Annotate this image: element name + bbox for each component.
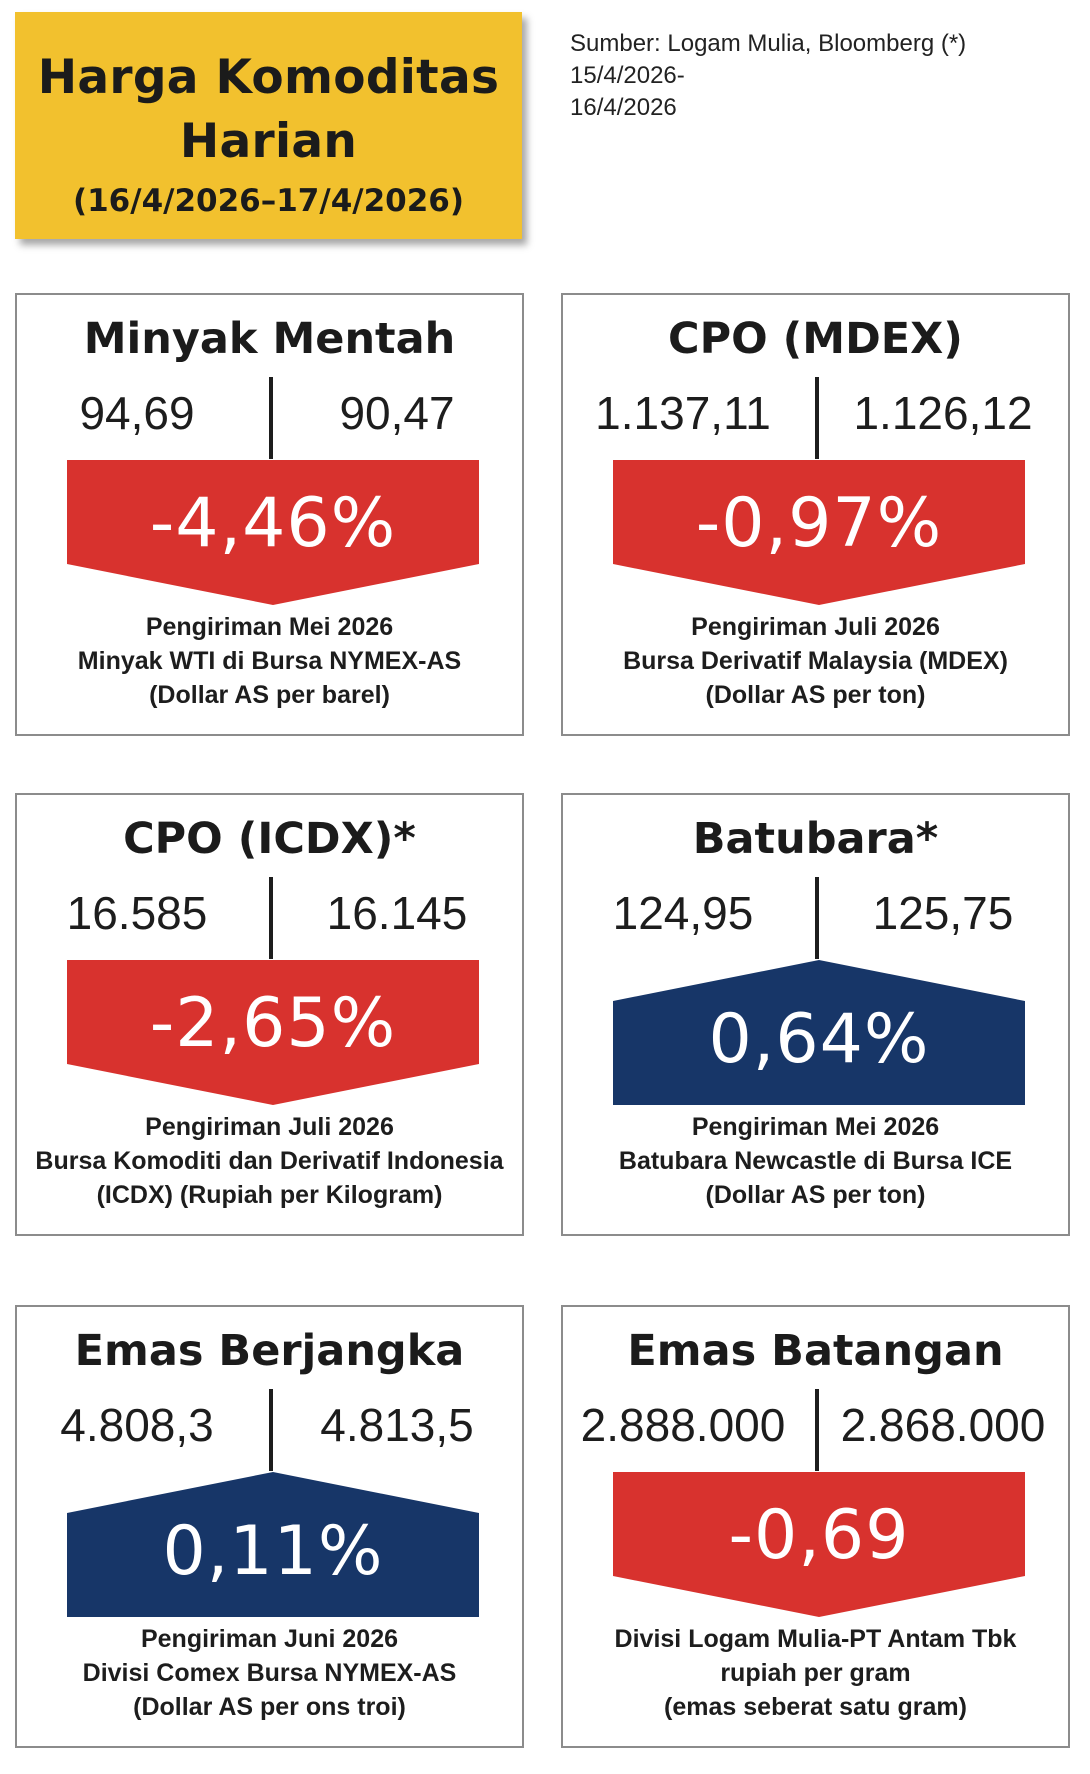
previous-price: 124,95 [612,887,754,939]
description-line: (ICDX) (Rupiah per Kilogram) [96,1181,443,1209]
commodity-description: Pengiriman Juni 2026 Divisi Comex Bursa N… [17,1622,522,1724]
previous-price: 94,69 [79,387,195,439]
change-arrow-shape [613,960,1025,1105]
change-arrow-shape [67,960,479,1105]
change-arrow-shape [613,1472,1025,1617]
description-line: Bursa Derivatif Malaysia (MDEX) [623,647,1008,675]
description-line: Pengiriman Juni 2026 [140,1625,399,1653]
commodity-description: Pengiriman Mei 2026 Batubara Newcastle di… [563,1110,1068,1212]
source-note: Sumber: Logam Mulia, Bloomberg (*) 15/4/… [570,28,1050,124]
commodity-title: CPO (ICDX)* [123,814,416,864]
price-divider [815,1389,819,1471]
down-arrow-icon: -0,97% [613,460,1025,605]
description-line: (Dollar AS per ton) [705,1181,926,1209]
card-batubara: Batubara* 124,95 125,75 0,64% Pengiriman Mei… [561,793,1070,1236]
commodity-title: Emas Batangan [627,1326,1004,1376]
date-range: (16/4/2026–17/4/2026) [72,183,465,219]
description-line: rupiah per gram [720,1659,911,1687]
price-divider [269,877,273,959]
up-arrow-icon: 0,11% [67,1472,479,1617]
current-price: 125,75 [872,887,1014,939]
current-price: 90,47 [339,387,455,439]
percent-change: -2,65% [149,984,397,1063]
description-line: Pengiriman Juli 2026 [691,613,940,641]
description-line: Pengiriman Juli 2026 [145,1113,394,1141]
price-divider [269,1389,273,1471]
page-title-line2: Harian [179,114,358,169]
percent-change: -0,69 [728,1496,910,1575]
commodity-description: Divisi Logam Mulia-PT Antam Tbk rupiah pe… [563,1622,1068,1724]
current-price: 2.868.000 [840,1399,1046,1451]
card-minyak-mentah: Minyak Mentah 94,69 90,47 -4,46% Pengiriman … [15,293,524,736]
previous-price: 2.888.000 [580,1399,786,1451]
source-line2: 16/4/2026 [570,94,677,121]
card-cpo-mdex: CPO (MDEX) 1.137,11 1.126,12 -0,97% Pengirim… [561,293,1070,736]
page-title-line1: Harga Komoditas [37,50,500,105]
previous-price: 4.808,3 [60,1399,214,1451]
current-price: 4.813,5 [320,1399,474,1451]
description-line: Divisi Logam Mulia-PT Antam Tbk [614,1625,1017,1653]
current-price: 16.145 [326,887,468,939]
commodity-title: Batubara* [692,814,939,864]
description-line: Minyak WTI di Bursa NYMEX-AS [77,647,462,675]
commodity-title: Emas Berjangka [74,1326,465,1376]
description-line: Divisi Comex Bursa NYMEX-AS [82,1659,457,1687]
percent-change: 0,64% [708,1000,930,1079]
description-line: (Dollar AS per ons troi) [133,1693,406,1721]
previous-price: 1.137,11 [595,387,771,439]
description-line: Pengiriman Mei 2026 [145,613,394,641]
change-arrow-shape [67,1472,479,1617]
header-title-box: Harga Komoditas Harian (16/4/2026–17/4/2… [15,12,522,239]
commodity-title: Minyak Mentah [83,314,456,364]
price-divider [815,377,819,459]
commodity-description: Pengiriman Juli 2026 Bursa Komoditi dan D… [17,1110,522,1212]
current-price: 1.126,12 [853,387,1033,439]
down-arrow-icon: -2,65% [67,960,479,1105]
source-line1: Sumber: Logam Mulia, Bloomberg (*) 15/4/… [570,30,967,89]
previous-price: 16.585 [66,887,208,939]
down-arrow-icon: -0,69 [613,1472,1025,1617]
up-arrow-icon: 0,64% [613,960,1025,1105]
commodity-description: Pengiriman Mei 2026 Minyak WTI di Bursa N… [17,610,522,712]
description-line: Batubara Newcastle di Bursa ICE [618,1147,1013,1175]
description-line: (Dollar AS per ton) [705,681,926,709]
commodity-description: Pengiriman Juli 2026 Bursa Derivatif Mala… [563,610,1068,712]
description-line: Pengiriman Mei 2026 [691,1113,940,1141]
down-arrow-icon: -4,46% [67,460,479,605]
percent-change: -0,97% [695,484,943,563]
description-line: Bursa Komoditi dan Derivatif Indonesia [35,1147,504,1175]
change-arrow-shape [67,460,479,605]
card-emas-berjangka: Emas Berjangka 4.808,3 4.813,5 0,11% Pengiri… [15,1305,524,1748]
percent-change: -4,46% [149,484,397,563]
card-emas-batangan: Emas Batangan 2.888.000 2.868.000 -0,69 Divi… [561,1305,1070,1748]
price-divider [815,877,819,959]
description-line: (Dollar AS per barel) [149,681,390,709]
change-arrow-shape [613,460,1025,605]
description-line: (emas seberat satu gram) [664,1693,967,1721]
percent-change: 0,11% [162,1512,384,1591]
commodity-title: CPO (MDEX) [668,314,963,364]
price-divider [269,377,273,459]
card-cpo-icdx: CPO (ICDX)* 16.585 16.145 -2,65% Pengiriman … [15,793,524,1236]
